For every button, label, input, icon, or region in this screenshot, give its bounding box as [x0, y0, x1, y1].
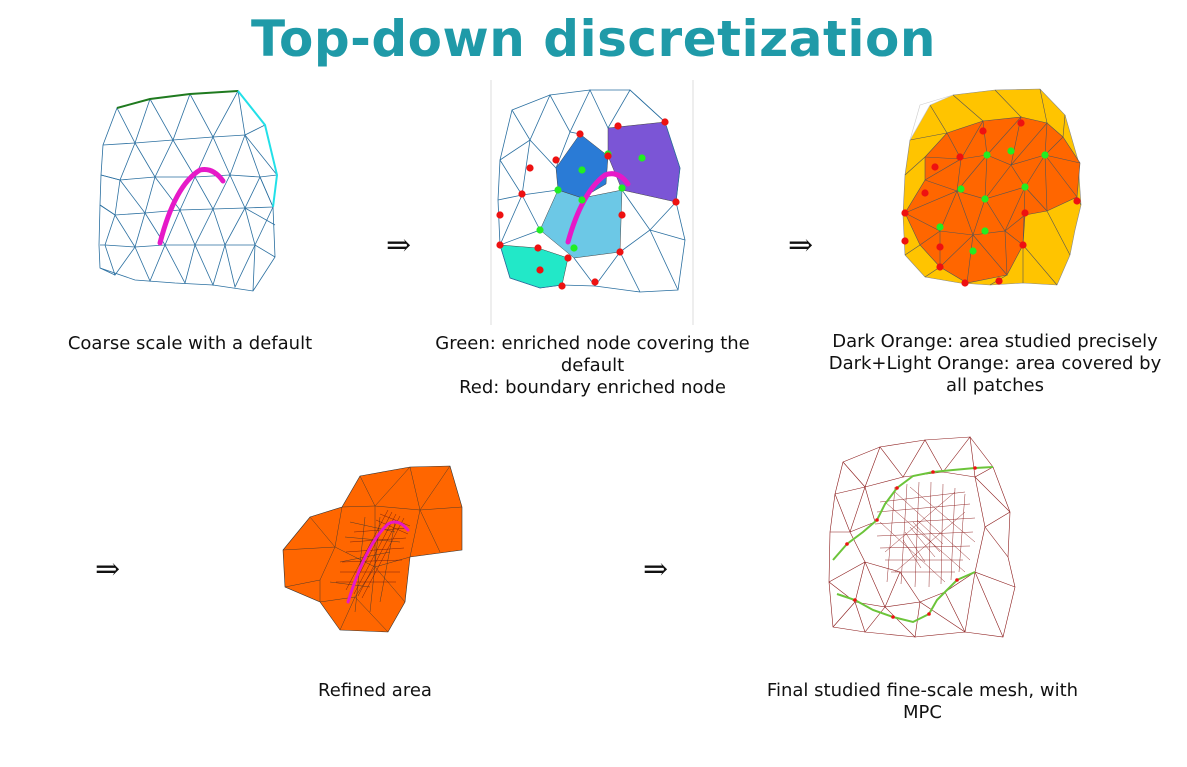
refined-area-panel [280, 462, 470, 637]
arrow-3: ⇒ [95, 552, 121, 587]
coarse-mesh-caption: Coarse scale with a default [67, 333, 313, 354]
enriched-nodes-caption-line1: Green: enriched node covering the defaul… [435, 333, 750, 376]
page-title: Top-down discretization [251, 10, 936, 68]
patch-area-figure [901, 88, 1082, 287]
final-mesh-panel [825, 432, 1025, 642]
coarse-mesh-panel [95, 85, 285, 295]
patch-area-caption-line2: Dark+Light Orange: area covered by all p… [828, 353, 1162, 396]
enriched-nodes-caption-line2: Red: boundary enriched node [459, 377, 726, 398]
patch-area-caption-line1: Dark Orange: area studied precisely [832, 331, 1158, 352]
final-mesh-figure [828, 436, 1016, 638]
patch-area-caption: Dark Orange: area studied precisely Dark… [825, 331, 1165, 397]
arrow-1: ⇒ [386, 228, 412, 263]
enriched-nodes-figure [490, 80, 694, 325]
refined-area-caption: Refined area [318, 680, 432, 701]
final-mesh-caption: Final studied fine-scale mesh, with MPC [766, 680, 1079, 723]
arrow-2: ⇒ [788, 228, 814, 263]
enriched-nodes-panel [490, 80, 695, 325]
enriched-nodes-caption: Green: enriched node covering the defaul… [420, 333, 765, 399]
arrow-4: ⇒ [643, 552, 669, 587]
patch-area-panel [895, 85, 1090, 295]
refined-area-figure [282, 465, 463, 633]
coarse-mesh-figure [98, 89, 279, 292]
